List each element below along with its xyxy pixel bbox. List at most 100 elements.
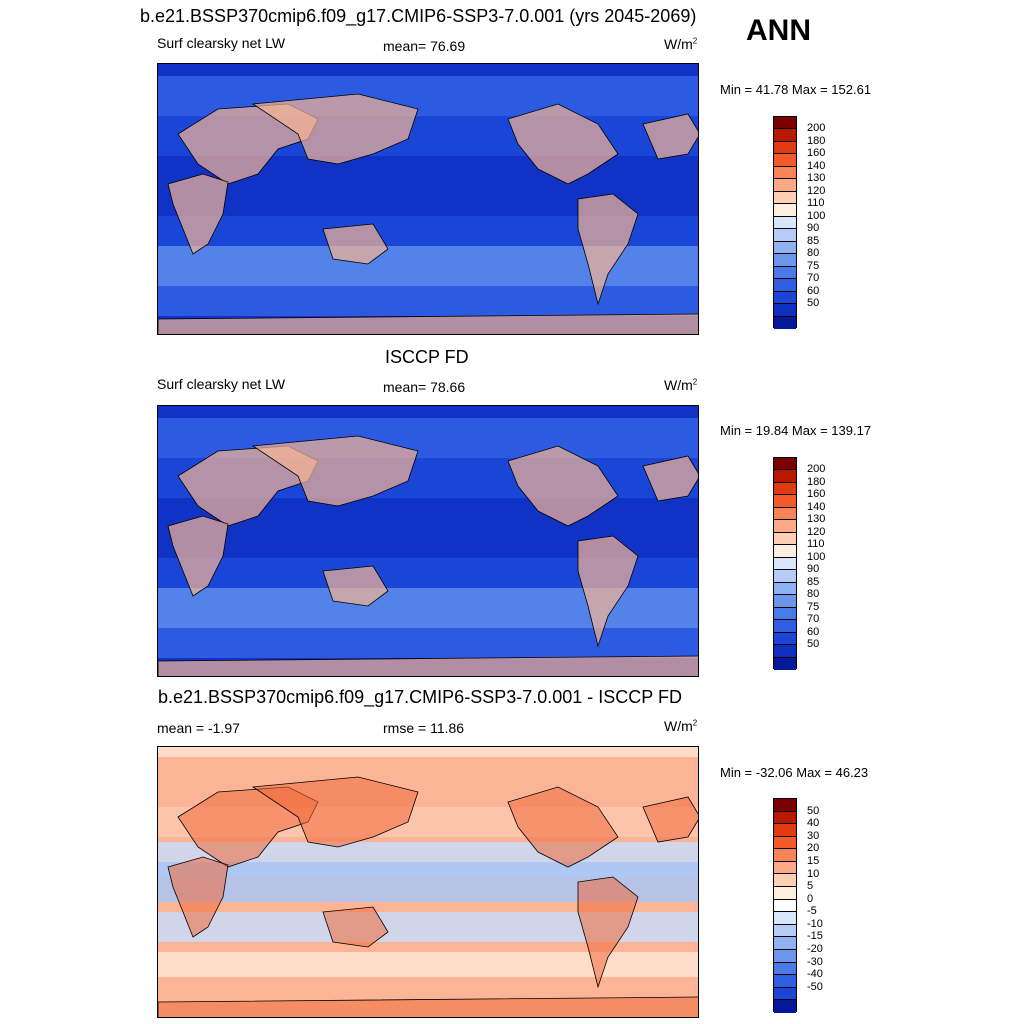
panel1-colorbar [773,116,797,329]
panel2-title: ISCCP FD [385,347,469,367]
colorbar-tick-label: 180 [807,475,826,488]
colorbar-cell [774,545,796,558]
colorbar-tick-label: 60 [807,625,820,638]
panel2-units: W/m2 [664,377,698,393]
colorbar-tick-label: 15 [807,854,820,867]
colorbar-cell [774,129,796,142]
colorbar-cell [774,470,796,483]
panel2-map [157,405,699,677]
colorbar-tick-label: 5 [807,880,814,893]
panel1-mean-label: mean= 76.69 [383,38,466,54]
colorbar-cell [774,912,796,925]
colorbar-cell [774,657,796,670]
colorbar-cell [774,291,796,305]
colorbar-tick-label: 100 [807,550,826,563]
colorbar-cell [774,824,796,837]
colorbar-cell [774,166,796,180]
colorbar-tick-label: 90 [807,222,820,235]
colorbar-cell [774,861,796,875]
panel2-map-field [158,406,698,676]
colorbar-tick-label: 60 [807,284,820,297]
colorbar-cell [774,962,796,976]
colorbar-tick-label: -40 [807,968,823,981]
colorbar-tick-label: 50 [807,297,820,310]
colorbar-cell [774,899,796,913]
colorbar-cell [774,924,796,938]
panel1-map-field [158,64,698,334]
colorbar-cell [774,849,796,862]
colorbar-tick-label: 50 [807,638,820,651]
colorbar-cell [774,799,796,812]
colorbar-cell [774,975,796,988]
colorbar-tick-label: 160 [807,147,826,160]
colorbar-tick-label: 10 [807,867,820,880]
colorbar-cell [774,570,796,583]
colorbar-cell [774,874,796,888]
colorbar-cell [774,216,796,230]
colorbar-cell [774,582,796,596]
colorbar-tick-label: -5 [807,905,817,918]
colorbar-tick-label: 120 [807,184,826,197]
colorbar-tick-label: 130 [807,172,826,185]
colorbar-cell [774,241,796,255]
colorbar-tick-label: 40 [807,817,820,830]
panel2-variable-label: Surf clearsky net LW [157,376,286,392]
colorbar-tick-label: 75 [807,600,820,613]
colorbar-tick-label: 70 [807,272,820,285]
colorbar-cell [774,279,796,292]
colorbar-tick-label: 90 [807,563,820,576]
panel1-units: W/m2 [664,36,698,52]
panel3-units: W/m2 [664,718,698,734]
colorbar-tick-label: 70 [807,613,820,626]
season-label: ANN [746,14,811,47]
colorbar-tick-label: 200 [807,122,826,135]
panel3-colorbar [773,798,797,1013]
colorbar-cell [774,304,796,317]
colorbar-tick-label: -15 [807,930,823,943]
colorbar-tick-label: 30 [807,829,820,842]
colorbar-cell [774,266,796,280]
colorbar-tick-label: 120 [807,525,826,538]
colorbar-tick-label: 100 [807,209,826,222]
colorbar-tick-label: 130 [807,513,826,526]
colorbar-tick-label: 180 [807,134,826,147]
colorbar-cell [774,191,796,205]
panel3-title: b.e21.BSSP370cmip6.f09_g17.CMIP6-SSP3-7.… [158,687,682,707]
colorbar-cell [774,887,796,900]
colorbar-tick-label: 200 [807,463,826,476]
colorbar-cell [774,507,796,521]
colorbar-tick-label: 140 [807,159,826,172]
colorbar-cell [774,811,796,825]
colorbar-cell [774,836,796,850]
panel2-minmax: Min = 19.84 Max = 139.17 [720,423,872,438]
colorbar-tick-label: 80 [807,588,820,601]
colorbar-cell [774,620,796,633]
colorbar-tick-label: 85 [807,234,820,247]
colorbar-cell [774,179,796,192]
colorbar-tick-label: 80 [807,247,820,260]
colorbar-tick-label: -30 [807,955,823,968]
colorbar-tick-label: 110 [807,197,825,210]
colorbar-cell [774,141,796,155]
colorbar-cell [774,949,796,963]
colorbar-cell [774,987,796,1001]
panel3-map [157,746,699,1018]
panel2-colorbar [773,457,797,670]
colorbar-cell [774,532,796,546]
colorbar-cell [774,937,796,950]
colorbar-cell [774,645,796,658]
colorbar-tick-label: 75 [807,259,820,272]
colorbar-cell [774,607,796,621]
panel3-rmse-label: rmse = 11.86 [383,720,465,736]
colorbar-cell [774,458,796,471]
panel1-variable-label: Surf clearsky net LW [157,35,286,51]
colorbar-cell [774,482,796,496]
colorbar-cell [774,520,796,533]
colorbar-cell [774,229,796,242]
panel3-mean-label: mean = -1.97 [157,720,240,736]
colorbar-cell [774,204,796,217]
colorbar-tick-label: 160 [807,488,826,501]
panel3-map-field [158,747,698,1017]
colorbar-cell [774,254,796,267]
colorbar-tick-label: 0 [807,892,814,905]
